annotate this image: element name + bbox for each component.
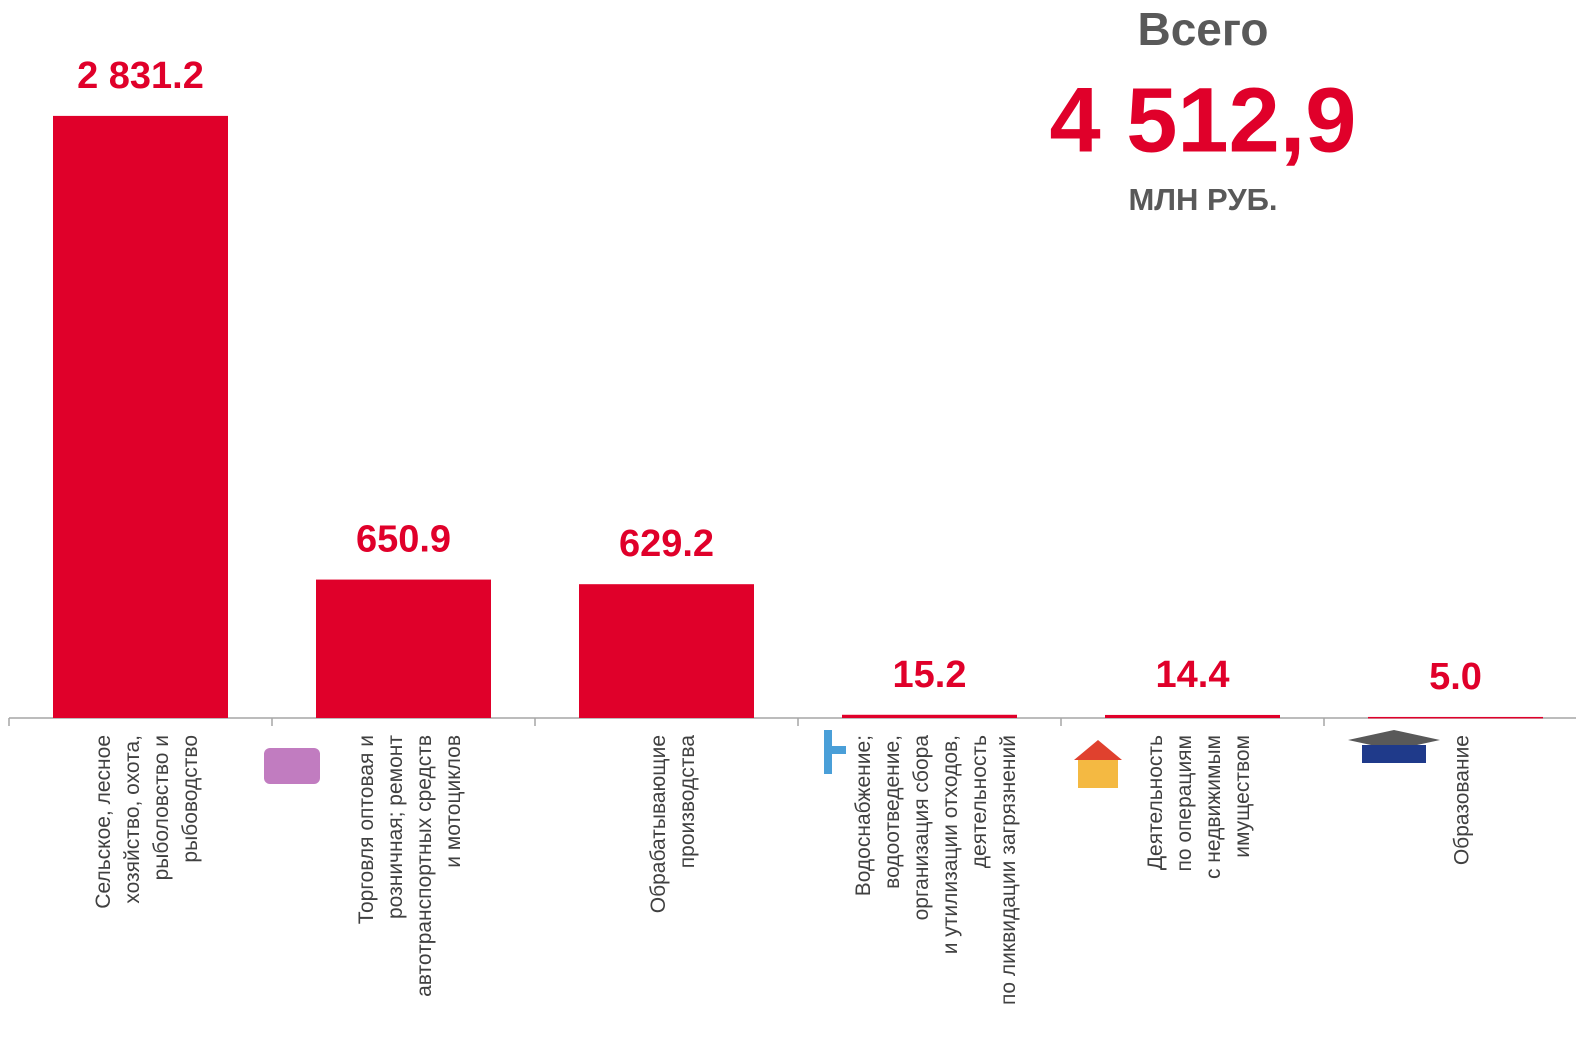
bar bbox=[842, 714, 1017, 718]
x-tick-label: Образование bbox=[1450, 735, 1473, 865]
bar bbox=[316, 579, 491, 718]
x-tick-label: Обрабатывающие производства bbox=[647, 735, 699, 914]
value-label: 15.2 bbox=[893, 654, 967, 696]
bar bbox=[1368, 716, 1543, 719]
value-label: 5.0 bbox=[1429, 656, 1482, 698]
bar bbox=[579, 584, 754, 718]
x-tick-label: Деятельность по операциям с недвижимым имущ… bbox=[1144, 735, 1254, 879]
value-label: 650.9 bbox=[356, 519, 451, 561]
bar bbox=[1105, 714, 1280, 718]
total-title: Всего bbox=[1137, 3, 1268, 55]
x-tick-label: Водоснабжение; водоотведение, организация … bbox=[852, 735, 1020, 1005]
value-label: 14.4 bbox=[1156, 654, 1230, 696]
x-tick-label: Сельское, лесное хозяйство, охота, рыболов… bbox=[92, 735, 202, 909]
x-tick-label: Торговля оптовая и розничная; ремонт автот… bbox=[355, 735, 465, 997]
icon bbox=[264, 730, 1440, 788]
value-label: 629.2 bbox=[619, 523, 714, 565]
value-label: 2 831.2 bbox=[77, 55, 204, 97]
total-unit: МЛН РУБ. bbox=[1128, 182, 1277, 217]
total-value: 4 512,9 bbox=[1050, 69, 1357, 171]
bar bbox=[53, 115, 228, 718]
